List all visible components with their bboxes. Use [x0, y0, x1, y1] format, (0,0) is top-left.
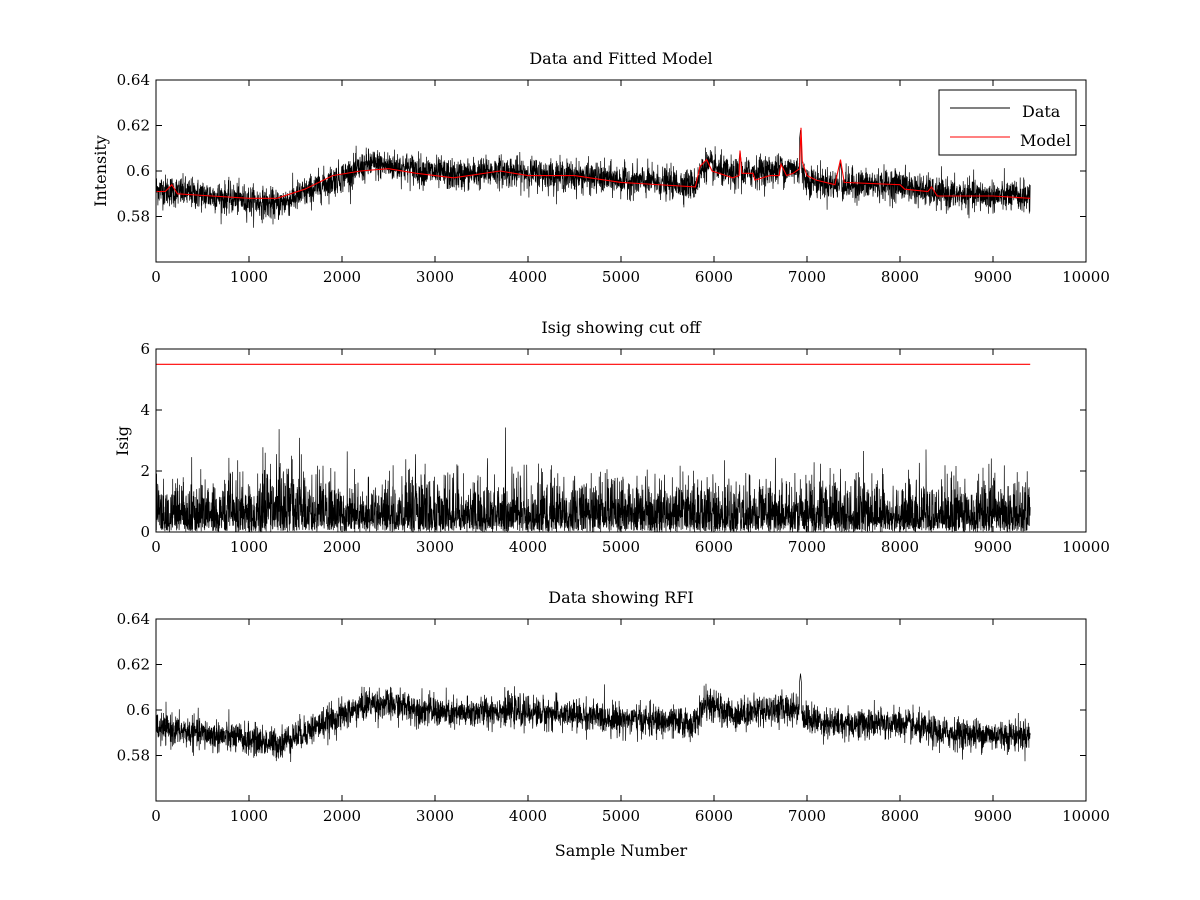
chart-title-2: Isig showing cut off	[541, 318, 702, 337]
plot-area-2	[156, 363, 1031, 532]
series-line-model	[156, 127, 1031, 199]
x-tick-label: 9000	[974, 807, 1012, 825]
x-tick-label: 1000	[230, 807, 268, 825]
x-tick-label: 4000	[509, 268, 547, 286]
plot-area-3	[156, 673, 1031, 763]
y-tick-label: 0	[140, 523, 150, 541]
x-tick-label: 9000	[974, 538, 1012, 556]
chart-title-3: Data showing RFI	[548, 588, 693, 607]
x-tick-label: 7000	[788, 268, 826, 286]
x-tick-label: 5000	[602, 268, 640, 286]
subplot-rfi: 0 1000 2000 3000 4000 5000 6000 7000 8000 9000 100…	[117, 588, 1110, 860]
x-ticks-1: 0 1000 2000 3000 4000 5000 6000 7000 8000 9000 100…	[151, 80, 1110, 286]
x-tick-label: 3000	[416, 807, 454, 825]
legend-label-data: Data	[1022, 102, 1061, 121]
x-tick-label: 8000	[881, 538, 919, 556]
series-line-data	[156, 130, 1031, 228]
x-tick-label: 6000	[695, 268, 733, 286]
subplot-isig: 0 1000 2000 3000 4000 5000 6000 7000 8000 9000 100…	[113, 318, 1110, 556]
x-ticks-2: 0 1000 2000 3000 4000 5000 6000 7000 8000 9000 100…	[151, 349, 1110, 556]
legend: Data Model	[938, 89, 1077, 156]
x-tick-label: 1000	[230, 538, 268, 556]
x-axis-label-3: Sample Number	[555, 841, 688, 860]
y-tick-label: 6	[140, 340, 150, 358]
subplot-data-and-model: 0 1000 2000 3000 4000 5000 6000 7000 8000 9000 100…	[91, 49, 1110, 286]
x-tick-label: 3000	[416, 268, 454, 286]
series-line-data	[156, 427, 1031, 532]
legend-box	[938, 89, 1077, 156]
x-tick-label: 6000	[695, 538, 733, 556]
y-tick-label: 2	[140, 462, 150, 480]
series-line-data	[156, 673, 1031, 763]
y-tick-label: 4	[140, 401, 150, 419]
x-tick-label: 10000	[1062, 807, 1110, 825]
y-tick-label: 0.6	[126, 162, 150, 180]
y-ticks-1: 0.58 0.6 0.62 0.64	[117, 71, 1086, 226]
y-tick-label: 0.64	[117, 610, 150, 628]
y-tick-label: 0.58	[117, 747, 150, 765]
x-tick-label: 2000	[323, 538, 361, 556]
x-tick-label: 5000	[602, 807, 640, 825]
chart-title-1: Data and Fitted Model	[529, 49, 712, 68]
x-tick-label: 0	[151, 538, 161, 556]
plot-area-1	[156, 127, 1031, 228]
y-ticks-3: 0.58 0.6 0.62 0.64	[117, 610, 1086, 765]
x-tick-label: 6000	[695, 807, 733, 825]
y-tick-label: 0.62	[117, 117, 150, 135]
y-tick-label: 0.64	[117, 71, 150, 89]
x-tick-label: 2000	[323, 268, 361, 286]
x-tick-label: 4000	[509, 538, 547, 556]
x-ticks-3: 0 1000 2000 3000 4000 5000 6000 7000 8000 9000 100…	[151, 619, 1110, 825]
x-tick-label: 1000	[230, 268, 268, 286]
y-tick-label: 0.6	[126, 701, 150, 719]
x-tick-label: 10000	[1062, 268, 1110, 286]
y-tick-label: 0.62	[117, 656, 150, 674]
x-tick-label: 0	[151, 807, 161, 825]
y-ticks-2: 0 2 4 6	[140, 340, 1086, 541]
x-tick-label: 0	[151, 268, 161, 286]
y-axis-label-1: Intensity	[91, 135, 110, 207]
x-tick-label: 8000	[881, 807, 919, 825]
x-tick-label: 2000	[323, 807, 361, 825]
x-tick-label: 4000	[509, 807, 547, 825]
y-axis-label-2: Isig	[113, 426, 132, 456]
x-tick-label: 8000	[881, 268, 919, 286]
legend-label-model: Model	[1020, 131, 1071, 150]
x-tick-label: 7000	[788, 807, 826, 825]
x-tick-label: 7000	[788, 538, 826, 556]
y-tick-label: 0.58	[117, 208, 150, 226]
x-tick-label: 5000	[602, 538, 640, 556]
x-tick-label: 3000	[416, 538, 454, 556]
x-tick-label: 10000	[1062, 538, 1110, 556]
x-tick-label: 9000	[974, 268, 1012, 286]
